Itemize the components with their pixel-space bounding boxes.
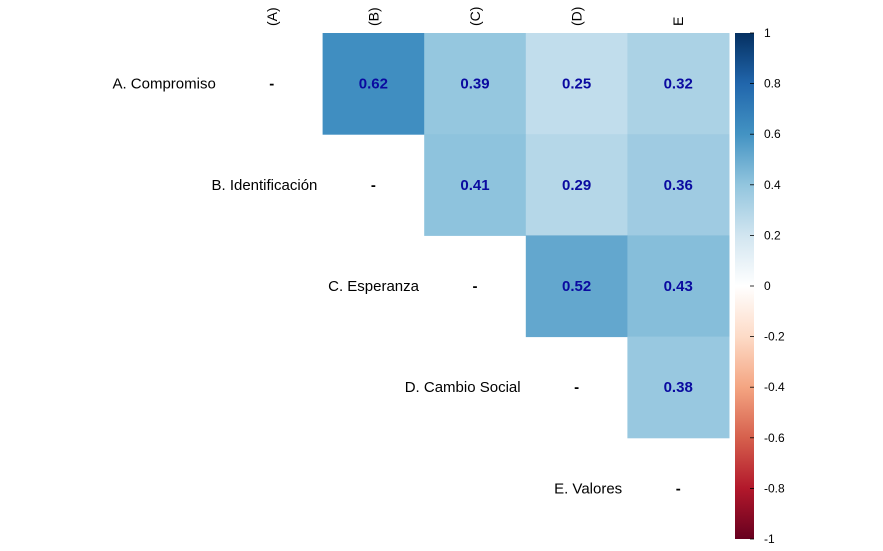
diagonal-marker: - (371, 177, 376, 194)
heatmap-cell (525, 134, 628, 236)
heatmap-cell (322, 33, 425, 135)
colorbar-tick-label: -0.8 (764, 481, 785, 495)
row-label: D. Cambio Social (405, 379, 521, 396)
heatmap-cell (525, 33, 628, 135)
diagonal-marker: - (676, 480, 681, 497)
cell-value-label: 0.62 (359, 76, 388, 93)
diagonal-marker: - (574, 379, 579, 396)
colorbar-tick-label: -0.2 (764, 330, 785, 344)
cell-value-label: 0.52 (562, 278, 591, 295)
column-label: (C) (467, 7, 483, 26)
row-label: C. Esperanza (328, 278, 420, 295)
cell-value-label: 0.43 (664, 278, 693, 295)
colorbar-gradient (735, 33, 754, 539)
row-label: E. Valores (554, 480, 622, 497)
column-label: E (670, 17, 686, 26)
diagonal-marker: - (269, 76, 274, 93)
cell-value-label: 0.39 (460, 76, 489, 93)
colorbar-tick-label: 1 (764, 26, 771, 40)
labels-layer: A. Compromiso - B. Identificación - C. Esper… (112, 7, 686, 498)
colorbar-tick-label: 0.6 (764, 127, 781, 141)
colorbar-tick-label: -1 (764, 532, 775, 546)
diagonal-marker: - (473, 278, 478, 295)
cells-layer: 0.62 0.39 0.25 0.32 0.41 0.29 0.36 0.52 0.43 0.38 (322, 33, 730, 439)
heatmap-cell (627, 134, 730, 236)
heatmap-cell (424, 33, 527, 135)
cell-value-label: 0.41 (460, 177, 489, 194)
cell-value-label: 0.32 (664, 76, 693, 93)
colorbar-tick-label: 0.4 (764, 178, 781, 192)
column-label: (B) (365, 7, 381, 26)
row-label: B. Identificación (211, 177, 317, 194)
colorbar-tick-label: -0.4 (764, 380, 785, 394)
heatmap-cell (525, 235, 628, 338)
colorbar-tick-label: 0.2 (764, 228, 781, 242)
column-label: (A) (264, 7, 280, 26)
cell-value-label: 0.29 (562, 177, 591, 194)
column-label: (D) (569, 7, 585, 26)
colorbar-tick-label: 0.8 (764, 77, 781, 91)
cell-value-label: 0.36 (664, 177, 693, 194)
cell-value-label: 0.38 (664, 379, 693, 396)
heatmap-cell (424, 134, 527, 236)
cell-value-label: 0.25 (562, 76, 591, 93)
colorbar-tick-label: -0.6 (764, 431, 785, 445)
colorbar: 1 0.8 0.6 0.4 0.2 0 -0.2 -0.4 -0.6 -0.8 -1 (735, 26, 785, 546)
heatmap-cell (627, 336, 730, 439)
row-label: A. Compromiso (112, 76, 215, 93)
heatmap-cell (627, 33, 730, 135)
colorbar-tick-label: 0 (764, 279, 771, 293)
heatmap-cell (627, 235, 730, 338)
